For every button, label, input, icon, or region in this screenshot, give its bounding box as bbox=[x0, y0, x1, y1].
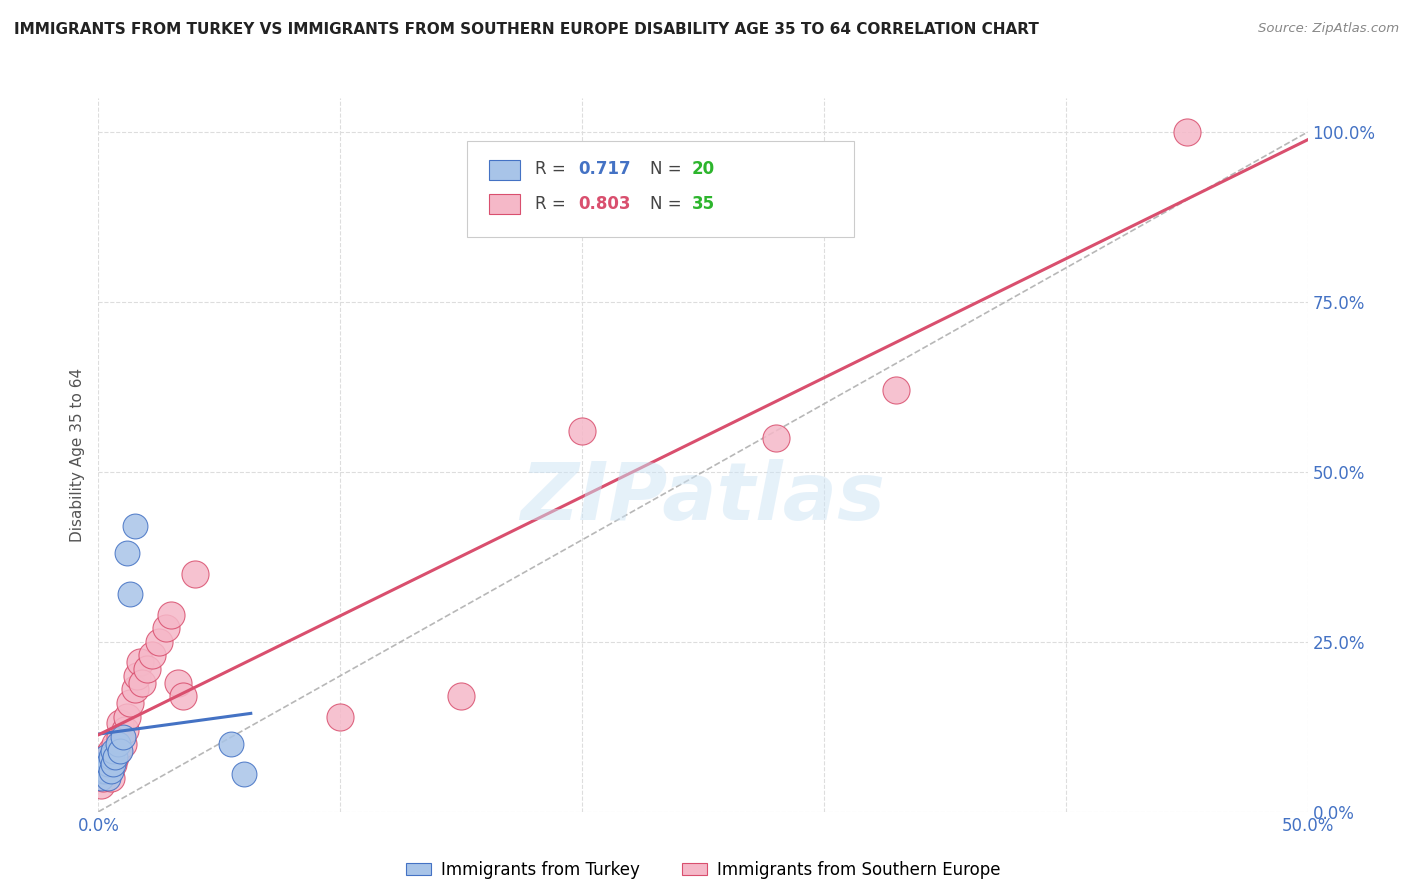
Point bbox=[104, 750, 127, 764]
Point bbox=[97, 757, 120, 772]
Point bbox=[100, 771, 122, 785]
Point bbox=[128, 655, 150, 669]
Point bbox=[91, 764, 114, 778]
Text: N =: N = bbox=[650, 161, 686, 178]
Text: R =: R = bbox=[534, 194, 571, 212]
Point bbox=[172, 689, 194, 703]
Point bbox=[131, 675, 153, 690]
Point bbox=[94, 764, 117, 778]
Point bbox=[117, 709, 139, 723]
Point bbox=[765, 431, 787, 445]
Point bbox=[111, 737, 134, 751]
Text: 0.803: 0.803 bbox=[578, 194, 631, 212]
Point bbox=[571, 424, 593, 438]
Point bbox=[114, 723, 136, 738]
Text: 0.717: 0.717 bbox=[578, 161, 631, 178]
Point bbox=[104, 737, 127, 751]
Point bbox=[160, 607, 183, 622]
Point bbox=[90, 778, 112, 792]
Point bbox=[124, 519, 146, 533]
Point bbox=[118, 587, 141, 601]
Text: R =: R = bbox=[534, 161, 571, 178]
Text: Source: ZipAtlas.com: Source: ZipAtlas.com bbox=[1258, 22, 1399, 36]
Point bbox=[97, 771, 120, 785]
Point bbox=[104, 750, 127, 764]
Point bbox=[101, 757, 124, 772]
Point bbox=[148, 635, 170, 649]
Point bbox=[450, 689, 472, 703]
Point bbox=[100, 750, 122, 764]
Point bbox=[135, 662, 157, 676]
Point bbox=[107, 743, 129, 757]
Point bbox=[91, 771, 114, 785]
Text: IMMIGRANTS FROM TURKEY VS IMMIGRANTS FROM SOUTHERN EUROPE DISABILITY AGE 35 TO 6: IMMIGRANTS FROM TURKEY VS IMMIGRANTS FRO… bbox=[14, 22, 1039, 37]
Point bbox=[1175, 125, 1198, 139]
Point bbox=[94, 750, 117, 764]
FancyBboxPatch shape bbox=[489, 160, 520, 180]
Point bbox=[167, 675, 190, 690]
Text: ZIPatlas: ZIPatlas bbox=[520, 458, 886, 537]
Point bbox=[107, 737, 129, 751]
Point bbox=[100, 764, 122, 778]
Point bbox=[118, 696, 141, 710]
Point bbox=[108, 716, 131, 731]
Text: 20: 20 bbox=[692, 161, 716, 178]
Point bbox=[90, 771, 112, 785]
Point bbox=[329, 709, 352, 723]
Point bbox=[141, 648, 163, 663]
Point bbox=[117, 546, 139, 560]
Y-axis label: Disability Age 35 to 64: Disability Age 35 to 64 bbox=[70, 368, 86, 542]
Legend: Immigrants from Turkey, Immigrants from Southern Europe: Immigrants from Turkey, Immigrants from … bbox=[399, 855, 1007, 886]
Point bbox=[221, 737, 243, 751]
Point bbox=[108, 730, 131, 744]
Point bbox=[155, 621, 177, 635]
Point bbox=[100, 743, 122, 757]
Point bbox=[232, 767, 254, 781]
Text: N =: N = bbox=[650, 194, 686, 212]
Point bbox=[127, 669, 149, 683]
Point bbox=[94, 750, 117, 764]
Point bbox=[91, 757, 114, 772]
Text: 35: 35 bbox=[692, 194, 716, 212]
Point bbox=[111, 730, 134, 744]
FancyBboxPatch shape bbox=[467, 141, 855, 237]
Point bbox=[886, 384, 908, 398]
FancyBboxPatch shape bbox=[489, 194, 520, 214]
Point bbox=[101, 757, 124, 772]
Point bbox=[101, 743, 124, 757]
Point bbox=[108, 743, 131, 757]
Point bbox=[184, 566, 207, 581]
Point bbox=[124, 682, 146, 697]
Point bbox=[94, 764, 117, 778]
Point bbox=[97, 757, 120, 772]
